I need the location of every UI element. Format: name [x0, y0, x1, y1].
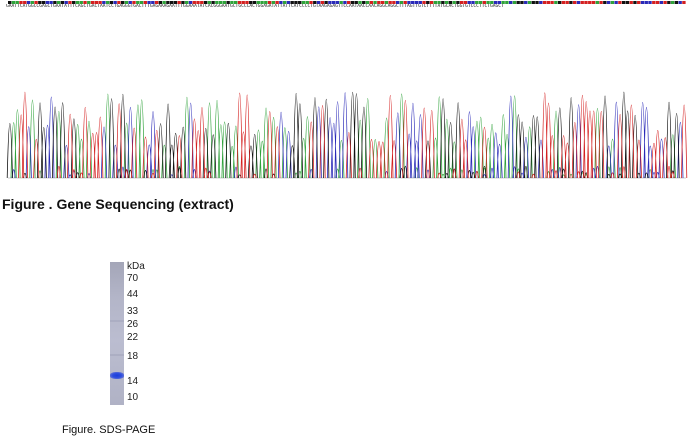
mw-marker-70: 70 — [127, 273, 139, 284]
chromatogram: GAATTCATGGCCGAGCTGAATATTTCAGCTGACTAATCCT… — [0, 0, 690, 186]
protein-band — [110, 372, 124, 379]
trace-channel-T — [18, 91, 688, 179]
mw-marker-18: 18 — [127, 351, 139, 362]
gel-faint-band — [110, 354, 124, 356]
sds-page-gel: kDa 70 44 33 26 22 18 14 10 — [110, 262, 190, 407]
mw-marker-33: 33 — [127, 306, 139, 317]
gel-faint-band — [110, 320, 124, 322]
mw-marker-26: 26 — [127, 319, 139, 330]
mw-marker-22: 22 — [127, 332, 139, 343]
mw-marker-14: 14 — [127, 376, 139, 387]
sequence-text: GAATTCATGGCCGAGCTGAATATTTCAGCTGACTAATCCT… — [6, 4, 504, 9]
trace-channel-A — [10, 93, 676, 179]
base-call-bar — [8, 1, 686, 4]
gel-lane — [110, 262, 124, 405]
trace-channel-C — [11, 92, 684, 179]
kda-unit-label: kDa — [127, 261, 145, 272]
chromatogram-trace — [6, 1, 688, 179]
sds-page-caption: Figure. SDS-PAGE — [62, 424, 156, 436]
mw-marker-10: 10 — [127, 392, 139, 403]
mw-marker-44: 44 — [127, 289, 139, 300]
gene-sequencing-caption: Figure . Gene Sequencing (extract) — [2, 196, 234, 212]
